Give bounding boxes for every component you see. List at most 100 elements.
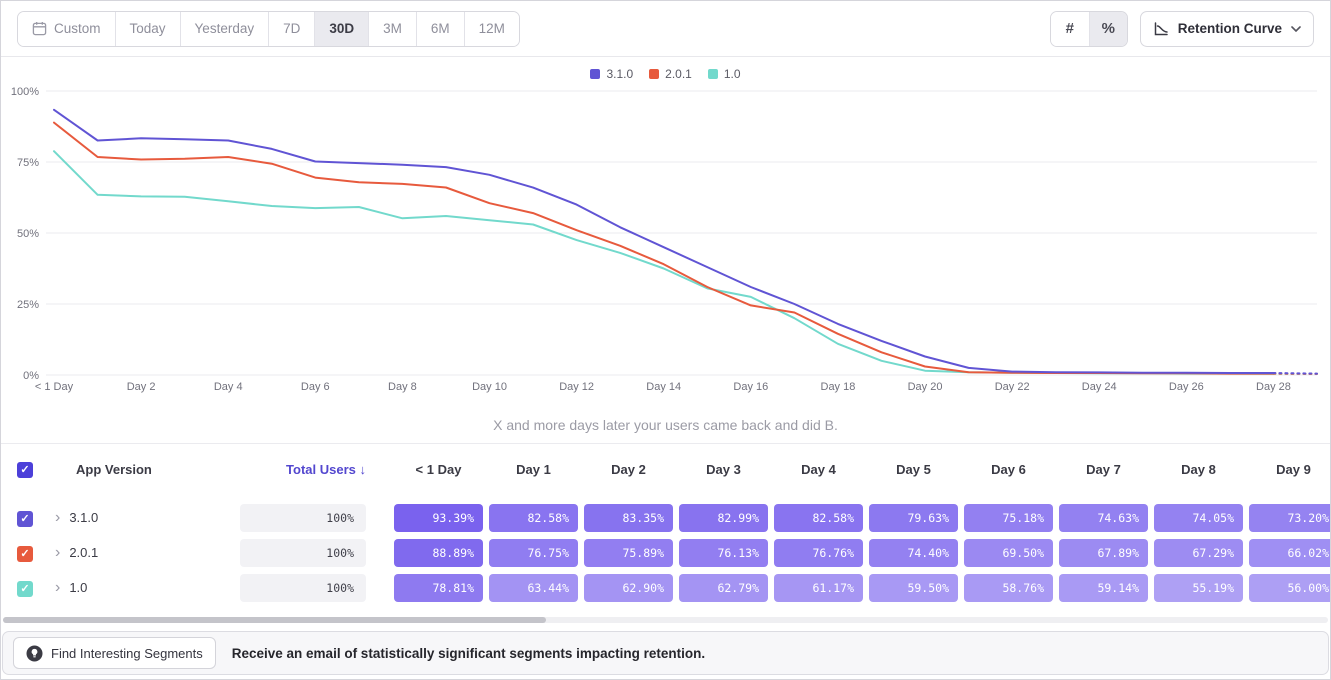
- retention-cell: 82.99%: [676, 503, 771, 532]
- retention-cell: 83.35%: [581, 503, 676, 532]
- date-range-12m[interactable]: 12M: [463, 11, 519, 46]
- retention-value[interactable]: 62.90%: [584, 573, 673, 602]
- legend-item-3.1.0[interactable]: 3.1.0: [590, 67, 633, 81]
- retention-value[interactable]: 66.02%: [1249, 538, 1330, 567]
- date-range-3m[interactable]: 3M: [368, 11, 416, 46]
- row-checkbox[interactable]: ✓: [17, 545, 33, 562]
- legend-label: 3.1.0: [606, 67, 634, 81]
- retention-cell: 82.58%: [486, 503, 581, 532]
- date-range-custom[interactable]: Custom: [18, 11, 115, 46]
- column-header-day-3[interactable]: Day 3: [706, 461, 741, 477]
- retention-value[interactable]: 93.39%: [394, 503, 483, 532]
- retention-value[interactable]: 83.35%: [584, 503, 673, 532]
- date-range-label: 3M: [383, 21, 402, 36]
- x-axis-label: Day 24: [1082, 381, 1117, 393]
- chart-type-dropdown[interactable]: Retention Curve: [1139, 10, 1314, 47]
- column-header-day-2[interactable]: Day 2: [611, 461, 646, 477]
- retention-value[interactable]: 74.40%: [869, 538, 958, 567]
- retention-chart: 0% 25% 50% 75% 100% < 1 Day Day 2 Day 4 Day 6 Day…: [11, 86, 1318, 393]
- retention-cell: 75.18%: [961, 503, 1056, 532]
- total-users-cell: 100%: [211, 538, 391, 567]
- retention-value[interactable]: 56.00%: [1249, 573, 1330, 602]
- date-range-label: 12M: [478, 21, 505, 36]
- row-label: 2.0.1: [69, 545, 99, 560]
- retention-curve-icon: [1154, 21, 1168, 35]
- column-header-app-version[interactable]: App Version: [76, 461, 152, 477]
- x-axis-label: Day 20: [908, 381, 943, 393]
- retention-value[interactable]: 88.89%: [394, 538, 483, 567]
- retention-value[interactable]: 76.13%: [679, 538, 768, 567]
- retention-value[interactable]: 82.99%: [679, 503, 768, 532]
- legend-swatch-icon: [649, 69, 660, 79]
- column-header-day-8[interactable]: Day 8: [1181, 461, 1216, 477]
- retention-value[interactable]: 59.50%: [869, 573, 958, 602]
- retention-value[interactable]: 58.76%: [964, 573, 1053, 602]
- retention-value[interactable]: 61.17%: [774, 573, 863, 602]
- retention-value[interactable]: 62.79%: [679, 573, 768, 602]
- column-header-day-6[interactable]: Day 6: [991, 461, 1026, 477]
- retention-value[interactable]: 74.05%: [1154, 503, 1243, 532]
- toolbar: Custom Today Yesterday 7D 30D 3M 6M 12M #% Rete…: [1, 1, 1330, 57]
- retention-cell: 59.14%: [1056, 573, 1151, 602]
- series-line-3.1.0: [53, 108, 1275, 374]
- legend-label: 2.0.1: [665, 67, 692, 81]
- date-range-yesterday[interactable]: Yesterday: [179, 11, 269, 46]
- table-row-1.0: ✓ › 1.0 100% 78.81% 63.44% 62.90% 62.79% 61.17% 5…: [1, 570, 1330, 605]
- retention-value[interactable]: 76.76%: [774, 538, 863, 567]
- y-axis-label: 75%: [17, 157, 39, 169]
- date-range-7d[interactable]: 7D: [268, 11, 315, 46]
- retention-value[interactable]: 75.89%: [584, 538, 673, 567]
- format-toggle-group: #%: [1049, 10, 1128, 47]
- scrollbar-thumb[interactable]: [3, 617, 546, 623]
- absolute-numbers-toggle[interactable]: #: [1050, 11, 1089, 46]
- select-all-checkbox[interactable]: ✓: [17, 462, 33, 478]
- y-axis-label: 50%: [17, 228, 39, 240]
- sort-desc-icon: ↓: [359, 461, 367, 477]
- retention-value[interactable]: 82.58%: [774, 503, 863, 532]
- column-header-day-4[interactable]: Day 4: [801, 461, 836, 477]
- retention-value[interactable]: 69.50%: [964, 538, 1053, 567]
- legend-item-1.0[interactable]: 1.0: [707, 67, 741, 81]
- column-header-day-7[interactable]: Day 7: [1086, 461, 1121, 477]
- column-header-day-1[interactable]: Day 1: [516, 461, 551, 477]
- retention-cell: 74.40%: [866, 538, 961, 567]
- retention-value[interactable]: 73.20%: [1249, 503, 1330, 532]
- column-header-1-day[interactable]: < 1 Day: [415, 461, 462, 477]
- horizontal-scrollbar[interactable]: [3, 617, 1328, 623]
- row-checkbox[interactable]: ✓: [17, 510, 33, 527]
- date-range-30d[interactable]: 30D: [314, 11, 369, 46]
- x-axis-label: Day 8: [388, 381, 417, 393]
- retention-value[interactable]: 63.44%: [489, 573, 578, 602]
- find-interesting-segments-button[interactable]: Find Interesting Segments: [13, 637, 216, 669]
- y-axis-label: 25%: [17, 299, 39, 311]
- retention-value[interactable]: 79.63%: [869, 503, 958, 532]
- legend-item-2.0.1[interactable]: 2.0.1: [649, 67, 692, 81]
- column-header-day-9[interactable]: Day 9: [1276, 461, 1311, 477]
- date-range-today[interactable]: Today: [114, 11, 180, 46]
- retention-value[interactable]: 67.89%: [1059, 538, 1148, 567]
- expand-chevron-icon[interactable]: ›: [55, 543, 61, 561]
- retention-value[interactable]: 75.18%: [964, 503, 1053, 532]
- row-checkbox[interactable]: ✓: [17, 580, 33, 597]
- retention-value[interactable]: 76.75%: [489, 538, 578, 567]
- date-range-6m[interactable]: 6M: [415, 11, 464, 46]
- date-range-label: Today: [129, 21, 166, 36]
- retention-value[interactable]: 82.58%: [489, 503, 578, 532]
- column-header-total-users[interactable]: Total Users ↓: [211, 462, 391, 477]
- retention-cell: 79.63%: [866, 503, 961, 532]
- retention-value[interactable]: 59.14%: [1059, 573, 1148, 602]
- retention-cell: 88.89%: [391, 538, 486, 567]
- expand-chevron-icon[interactable]: ›: [55, 578, 61, 596]
- column-header-day-5[interactable]: Day 5: [896, 461, 931, 477]
- retention-value[interactable]: 67.29%: [1154, 538, 1243, 567]
- retention-value[interactable]: 78.81%: [394, 573, 483, 602]
- retention-cell: 67.29%: [1151, 538, 1246, 567]
- expand-chevron-icon[interactable]: ›: [55, 508, 61, 526]
- retention-cell: 67.89%: [1056, 538, 1151, 567]
- lightbulb-icon: [26, 645, 43, 661]
- chart-type-label: Retention Curve: [1177, 21, 1282, 36]
- retention-cell: 59.50%: [866, 573, 961, 602]
- retention-value[interactable]: 55.19%: [1154, 573, 1243, 602]
- percentages-toggle[interactable]: %: [1088, 11, 1127, 46]
- retention-value[interactable]: 74.63%: [1059, 503, 1148, 532]
